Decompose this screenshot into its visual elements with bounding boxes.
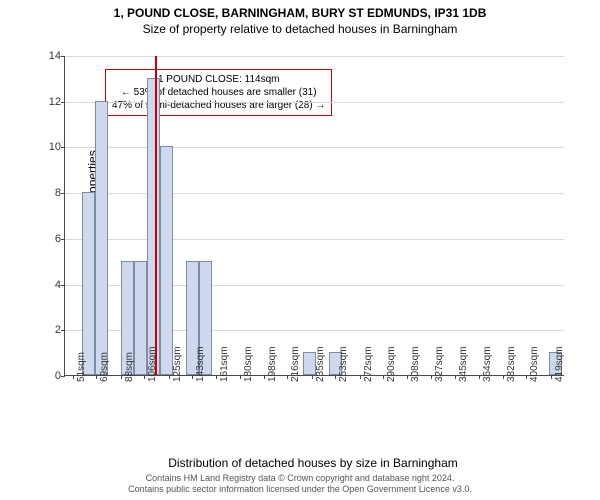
histogram-bar	[82, 192, 95, 375]
gridline	[65, 56, 564, 57]
xtick-label: 198sqm	[267, 346, 278, 382]
xtick-label: 125sqm	[172, 346, 183, 382]
xtick-mark	[216, 375, 217, 379]
chart-titles: 1, POUND CLOSE, BARNINGHAM, BURY ST EDMU…	[0, 0, 600, 36]
ytick-label: 12	[43, 96, 61, 108]
ytick-mark	[61, 102, 65, 103]
xtick-mark	[240, 375, 241, 379]
xtick-label: 143sqm	[195, 346, 206, 382]
gridline	[65, 102, 564, 103]
xtick-label: 235sqm	[315, 346, 326, 382]
xtick-label: 272sqm	[363, 346, 374, 382]
ytick-label: 14	[43, 50, 61, 62]
histogram-bar	[147, 78, 160, 375]
xtick-label: 253sqm	[338, 346, 349, 382]
chart-container: Number of detached properties 1 POUND CL…	[48, 48, 578, 418]
ytick-mark	[61, 239, 65, 240]
marker-line	[155, 56, 157, 375]
ytick-mark	[61, 376, 65, 377]
ytick-mark	[61, 56, 65, 57]
xtick-mark	[73, 375, 74, 379]
ytick-mark	[61, 330, 65, 331]
xtick-mark	[479, 375, 480, 379]
ytick-mark	[61, 285, 65, 286]
x-axis-label: Distribution of detached houses by size …	[48, 456, 578, 470]
footer-line-2: Contains public sector information licen…	[0, 484, 600, 496]
xtick-mark	[169, 375, 170, 379]
xtick-label: 216sqm	[290, 346, 301, 382]
title-sub: Size of property relative to detached ho…	[0, 22, 600, 36]
xtick-label: 364sqm	[482, 346, 493, 382]
histogram-bar	[134, 261, 147, 375]
xtick-mark	[503, 375, 504, 379]
footer-attribution: Contains HM Land Registry data © Crown c…	[0, 473, 600, 496]
ytick-label: 0	[43, 370, 61, 382]
plot-area: 1 POUND CLOSE: 114sqm ← 53% of detached …	[64, 56, 564, 376]
xtick-mark	[526, 375, 527, 379]
xtick-label: 161sqm	[219, 346, 230, 382]
xtick-mark	[144, 375, 145, 379]
histogram-bar	[95, 101, 108, 375]
title-main: 1, POUND CLOSE, BARNINGHAM, BURY ST EDMU…	[0, 6, 600, 20]
ytick-label: 2	[43, 324, 61, 336]
xtick-mark	[360, 375, 361, 379]
xtick-label: 308sqm	[410, 346, 421, 382]
ytick-label: 10	[43, 141, 61, 153]
xtick-label: 88sqm	[124, 352, 135, 382]
xtick-label: 290sqm	[386, 346, 397, 382]
histogram-bar	[160, 146, 173, 375]
gridline	[65, 239, 564, 240]
annot-line-1: 1 POUND CLOSE: 114sqm	[112, 73, 325, 86]
xtick-mark	[264, 375, 265, 379]
ytick-label: 8	[43, 187, 61, 199]
xtick-label: 382sqm	[506, 346, 517, 382]
ytick-mark	[61, 193, 65, 194]
xtick-label: 51sqm	[76, 352, 87, 382]
xtick-label: 69sqm	[99, 352, 110, 382]
xtick-label: 419sqm	[554, 346, 565, 382]
xtick-mark	[287, 375, 288, 379]
ytick-mark	[61, 147, 65, 148]
xtick-label: 345sqm	[458, 346, 469, 382]
xtick-mark	[96, 375, 97, 379]
xtick-mark	[383, 375, 384, 379]
xtick-label: 106sqm	[147, 346, 158, 382]
xtick-label: 327sqm	[434, 346, 445, 382]
ytick-label: 6	[43, 233, 61, 245]
xtick-mark	[335, 375, 336, 379]
ytick-label: 4	[43, 279, 61, 291]
annot-line-2: ← 53% of detached houses are smaller (31…	[112, 86, 325, 99]
xtick-label: 400sqm	[529, 346, 540, 382]
gridline	[65, 193, 564, 194]
xtick-mark	[455, 375, 456, 379]
xtick-label: 180sqm	[243, 346, 254, 382]
annotation-box: 1 POUND CLOSE: 114sqm ← 53% of detached …	[105, 69, 332, 116]
xtick-mark	[192, 375, 193, 379]
gridline	[65, 147, 564, 148]
footer-line-1: Contains HM Land Registry data © Crown c…	[0, 473, 600, 485]
histogram-bar	[303, 352, 316, 375]
xtick-mark	[312, 375, 313, 379]
xtick-mark	[431, 375, 432, 379]
xtick-mark	[407, 375, 408, 379]
xtick-mark	[551, 375, 552, 379]
xtick-mark	[121, 375, 122, 379]
